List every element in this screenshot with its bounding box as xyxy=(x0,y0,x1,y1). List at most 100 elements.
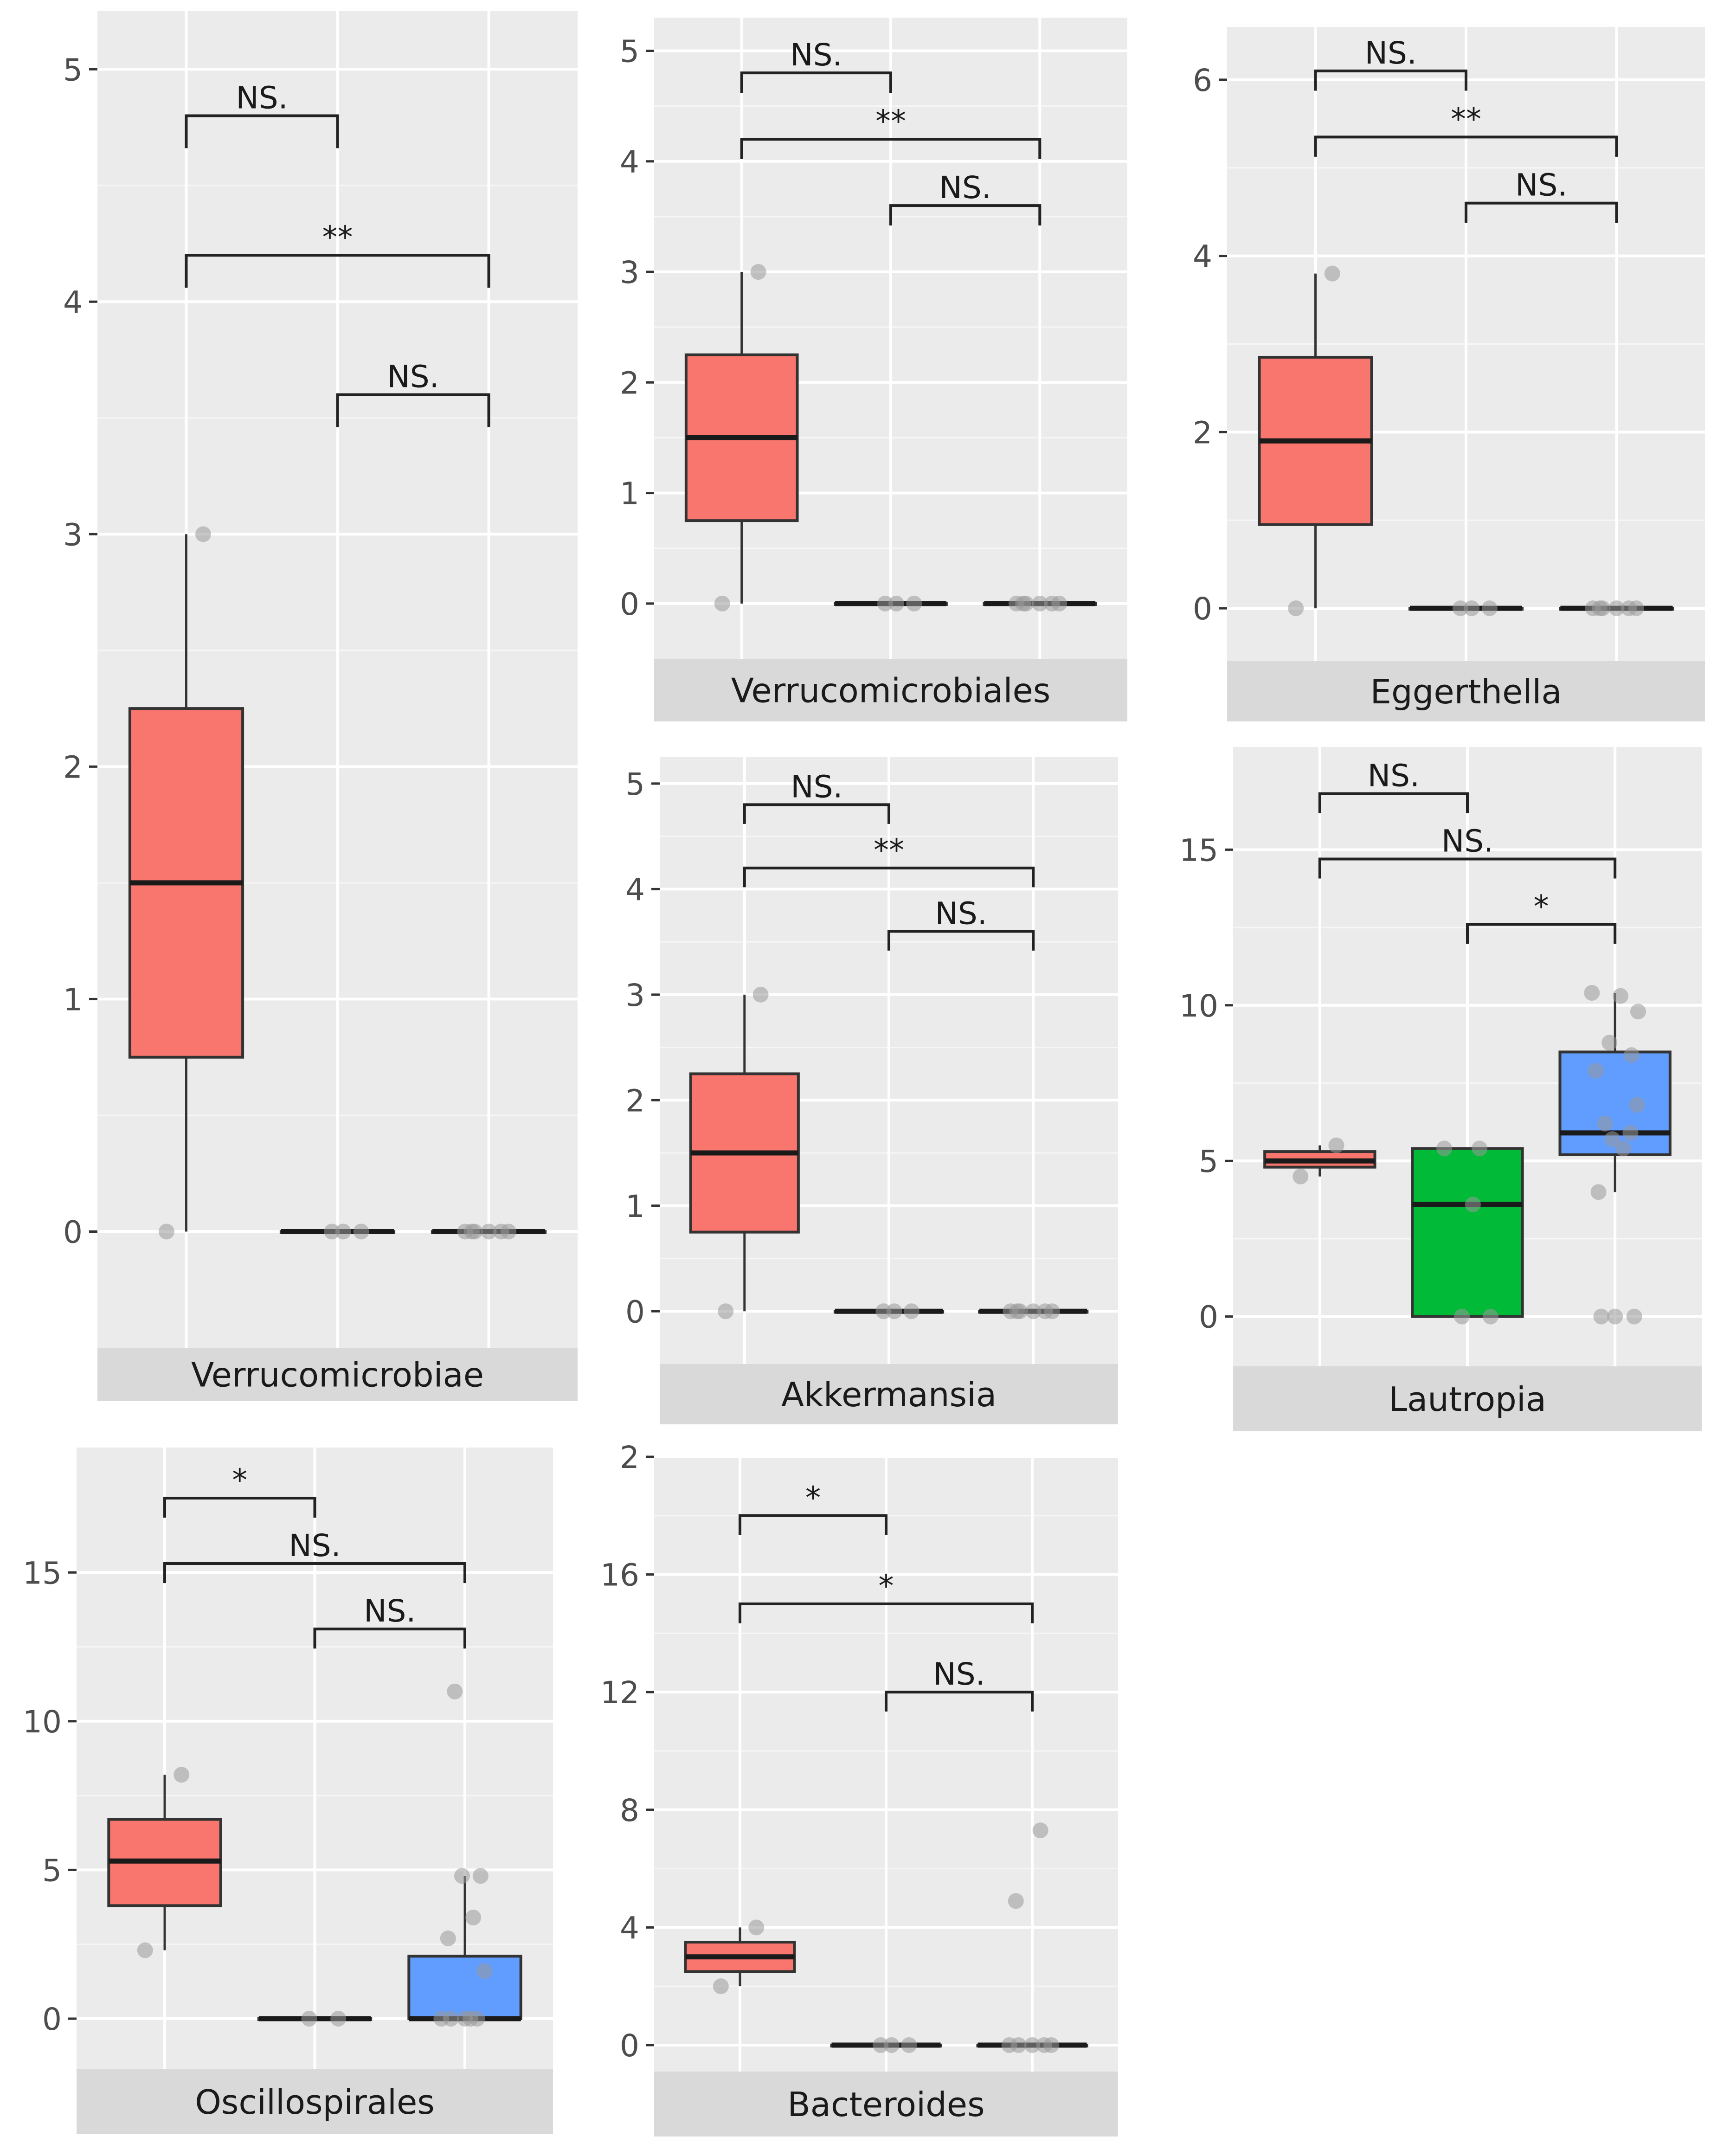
significance-bracket xyxy=(739,1602,1034,1623)
data-point xyxy=(1590,1184,1607,1200)
y-tick-label: 12 xyxy=(600,1675,639,1711)
data-point xyxy=(718,1303,734,1319)
data-point xyxy=(447,1683,463,1699)
facet-panel: 0 4 8 12 16 2 * * NS. Bacteroides xyxy=(600,1440,1118,2137)
significance-label: * xyxy=(1534,888,1549,924)
significance-label: NS. xyxy=(364,1593,416,1629)
data-point xyxy=(877,595,894,611)
y-tick-label: 0 xyxy=(620,2028,639,2064)
data-point xyxy=(353,1223,369,1240)
data-point xyxy=(324,1223,340,1240)
y-tick-label: 3 xyxy=(620,255,639,290)
data-point xyxy=(903,1303,920,1319)
data-point xyxy=(1043,2037,1060,2053)
data-point xyxy=(1025,1303,1042,1319)
data-point xyxy=(1593,1308,1609,1325)
y-tick-label: 5 xyxy=(1199,1144,1218,1179)
data-point xyxy=(1008,1893,1024,1909)
significance-bracket xyxy=(163,1562,467,1583)
y-tick-label: 1 xyxy=(625,1189,645,1224)
data-point xyxy=(457,2011,473,2027)
data-point xyxy=(1623,1047,1640,1063)
data-point xyxy=(901,2037,917,2053)
significance-label: NS. xyxy=(1368,758,1420,794)
significance-label: ** xyxy=(874,832,904,868)
box xyxy=(1411,1147,1524,1318)
y-tick-label: 15 xyxy=(23,1555,62,1591)
data-point xyxy=(1032,1822,1048,1839)
y-tick-label: 2 xyxy=(625,1083,645,1119)
data-point xyxy=(1630,1004,1646,1020)
significance-bracket xyxy=(1318,792,1469,813)
y-tick-label: 0 xyxy=(620,586,639,622)
significance-bracket xyxy=(1314,135,1618,157)
facet-title: Akkermansia xyxy=(781,1375,997,1414)
facet-strip xyxy=(1227,661,1705,721)
data-point xyxy=(888,595,904,611)
facet-title: Eggerthella xyxy=(1370,672,1562,711)
y-tick-label: 2 xyxy=(620,1440,639,1475)
data-point xyxy=(1010,2037,1027,2053)
y-tick-label: 2 xyxy=(63,749,83,785)
box-group-1 xyxy=(684,272,799,604)
data-point xyxy=(440,1930,456,1946)
data-point xyxy=(873,2037,889,2053)
data-point xyxy=(158,1223,174,1240)
data-point xyxy=(501,1223,517,1240)
data-point xyxy=(748,1919,765,1936)
box-group-1 xyxy=(1258,273,1373,609)
data-point xyxy=(1622,1125,1639,1141)
significance-label: NS. xyxy=(1515,167,1567,203)
y-tick-label: 0 xyxy=(625,1294,645,1330)
data-point xyxy=(1024,2037,1040,2053)
data-point xyxy=(1482,1308,1498,1325)
data-point xyxy=(1607,1308,1623,1325)
data-point xyxy=(1044,1303,1060,1319)
data-point xyxy=(1009,1303,1025,1319)
y-tick-label: 4 xyxy=(620,144,639,180)
y-tick-label: 5 xyxy=(620,33,639,69)
significance-bracket xyxy=(163,1497,316,1518)
data-point xyxy=(301,2011,317,2027)
significance-label: ** xyxy=(322,219,353,255)
data-point xyxy=(1601,1035,1618,1051)
data-point xyxy=(137,1942,153,1958)
y-tick-label: 5 xyxy=(63,52,83,88)
data-point xyxy=(330,2011,347,2027)
significance-bracket xyxy=(740,71,892,93)
data-point xyxy=(1481,600,1498,617)
box-group-1 xyxy=(684,1927,796,1987)
significance-bracket xyxy=(1466,923,1617,944)
facet-title: Verrucomicrobiae xyxy=(191,1356,484,1395)
facet-strip xyxy=(1233,1366,1702,1431)
significance-bracket xyxy=(313,1628,467,1649)
facet-panel: 0 5 10 15 NS. NS. * Lautropia xyxy=(1179,747,1702,1431)
significance-bracket xyxy=(1314,69,1467,91)
data-point xyxy=(1472,1140,1488,1157)
data-point xyxy=(1051,595,1067,611)
y-tick-label: 10 xyxy=(23,1704,62,1740)
data-point xyxy=(906,595,922,611)
data-point xyxy=(1608,600,1625,617)
data-point xyxy=(1293,1168,1309,1184)
y-tick-label: 6 xyxy=(1193,63,1212,98)
significance-label: NS. xyxy=(1441,824,1493,859)
facet-strip xyxy=(97,1348,578,1401)
significance-label: ** xyxy=(1451,101,1481,137)
data-point xyxy=(1015,595,1031,611)
data-point xyxy=(1032,595,1048,611)
significance-label: ** xyxy=(875,103,906,139)
significance-bracket xyxy=(185,114,339,148)
significance-label: * xyxy=(805,1480,821,1516)
data-point xyxy=(1324,265,1340,282)
significance-label: NS. xyxy=(1365,35,1417,71)
y-tick-label: 8 xyxy=(620,1793,639,1828)
facet-title: Verrucomicrobiales xyxy=(731,671,1051,710)
y-tick-label: 15 xyxy=(1179,832,1218,868)
data-point xyxy=(1288,600,1304,617)
significance-bracket xyxy=(739,1514,887,1535)
significance-label: NS. xyxy=(933,1656,985,1692)
facet-panel: 0 1 2 3 4 5 NS. ** NS. Verrucomicrobiales xyxy=(620,18,1127,721)
y-tick-label: 2 xyxy=(620,365,639,401)
box-group-2 xyxy=(1411,1147,1524,1318)
